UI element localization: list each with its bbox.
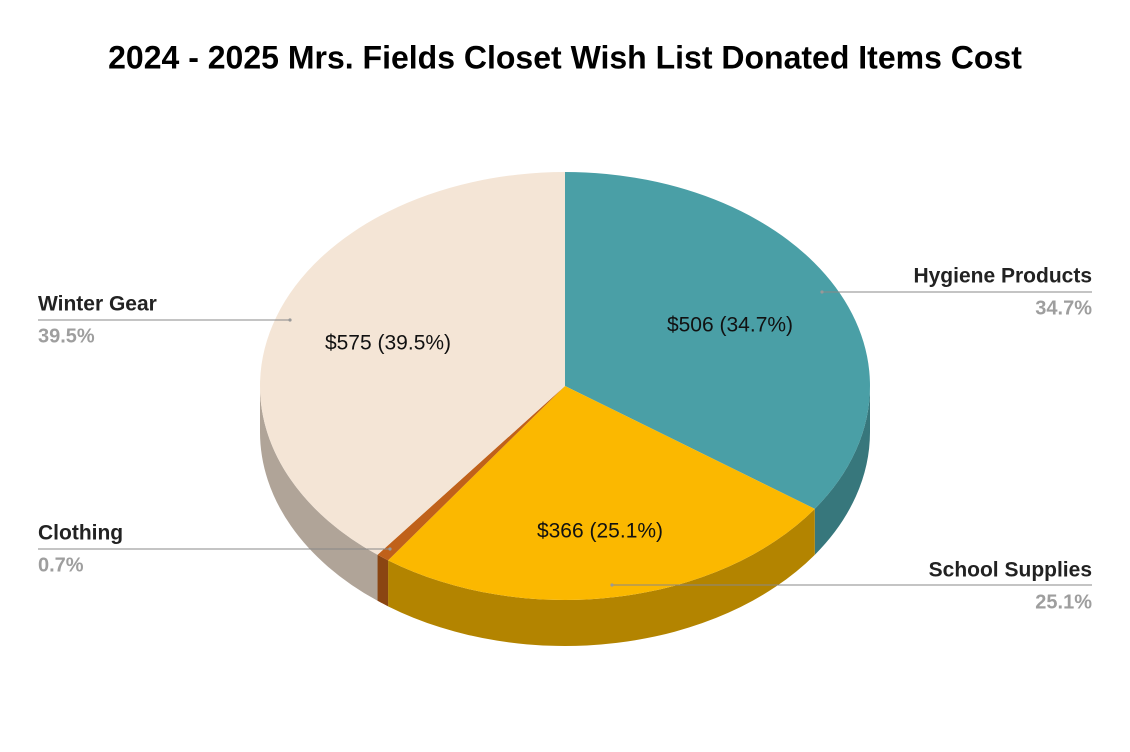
slice-side: [260, 386, 378, 601]
slice: [388, 386, 815, 600]
legend-label: Clothing: [38, 522, 123, 545]
percent-label: 0.7%: [38, 554, 84, 576]
slice: [260, 172, 565, 555]
slice: [377, 386, 565, 561]
leader-dot: [288, 318, 292, 322]
data-label: $575 (39.5%): [325, 332, 451, 355]
percent-label: 34.7%: [1035, 297, 1092, 319]
slice: [565, 172, 870, 509]
percent-label: 25.1%: [1035, 591, 1092, 613]
chart-title: 2024 - 2025 Mrs. Fields Closet Wish List…: [108, 39, 1022, 75]
slice-side: [377, 554, 389, 607]
leader-dot: [388, 547, 392, 551]
slice-side: [814, 386, 870, 555]
data-label: $366 (25.1%): [537, 520, 663, 543]
legend-label: Hygiene Products: [913, 265, 1092, 288]
legend-label: School Supplies: [929, 559, 1092, 582]
percent-label: 39.5%: [38, 325, 95, 347]
legend-label: Winter Gear: [38, 293, 157, 316]
slice-side: [388, 508, 815, 646]
leader-dot: [610, 583, 614, 587]
data-label: $506 (34.7%): [667, 314, 793, 337]
leader-dot: [820, 290, 824, 294]
